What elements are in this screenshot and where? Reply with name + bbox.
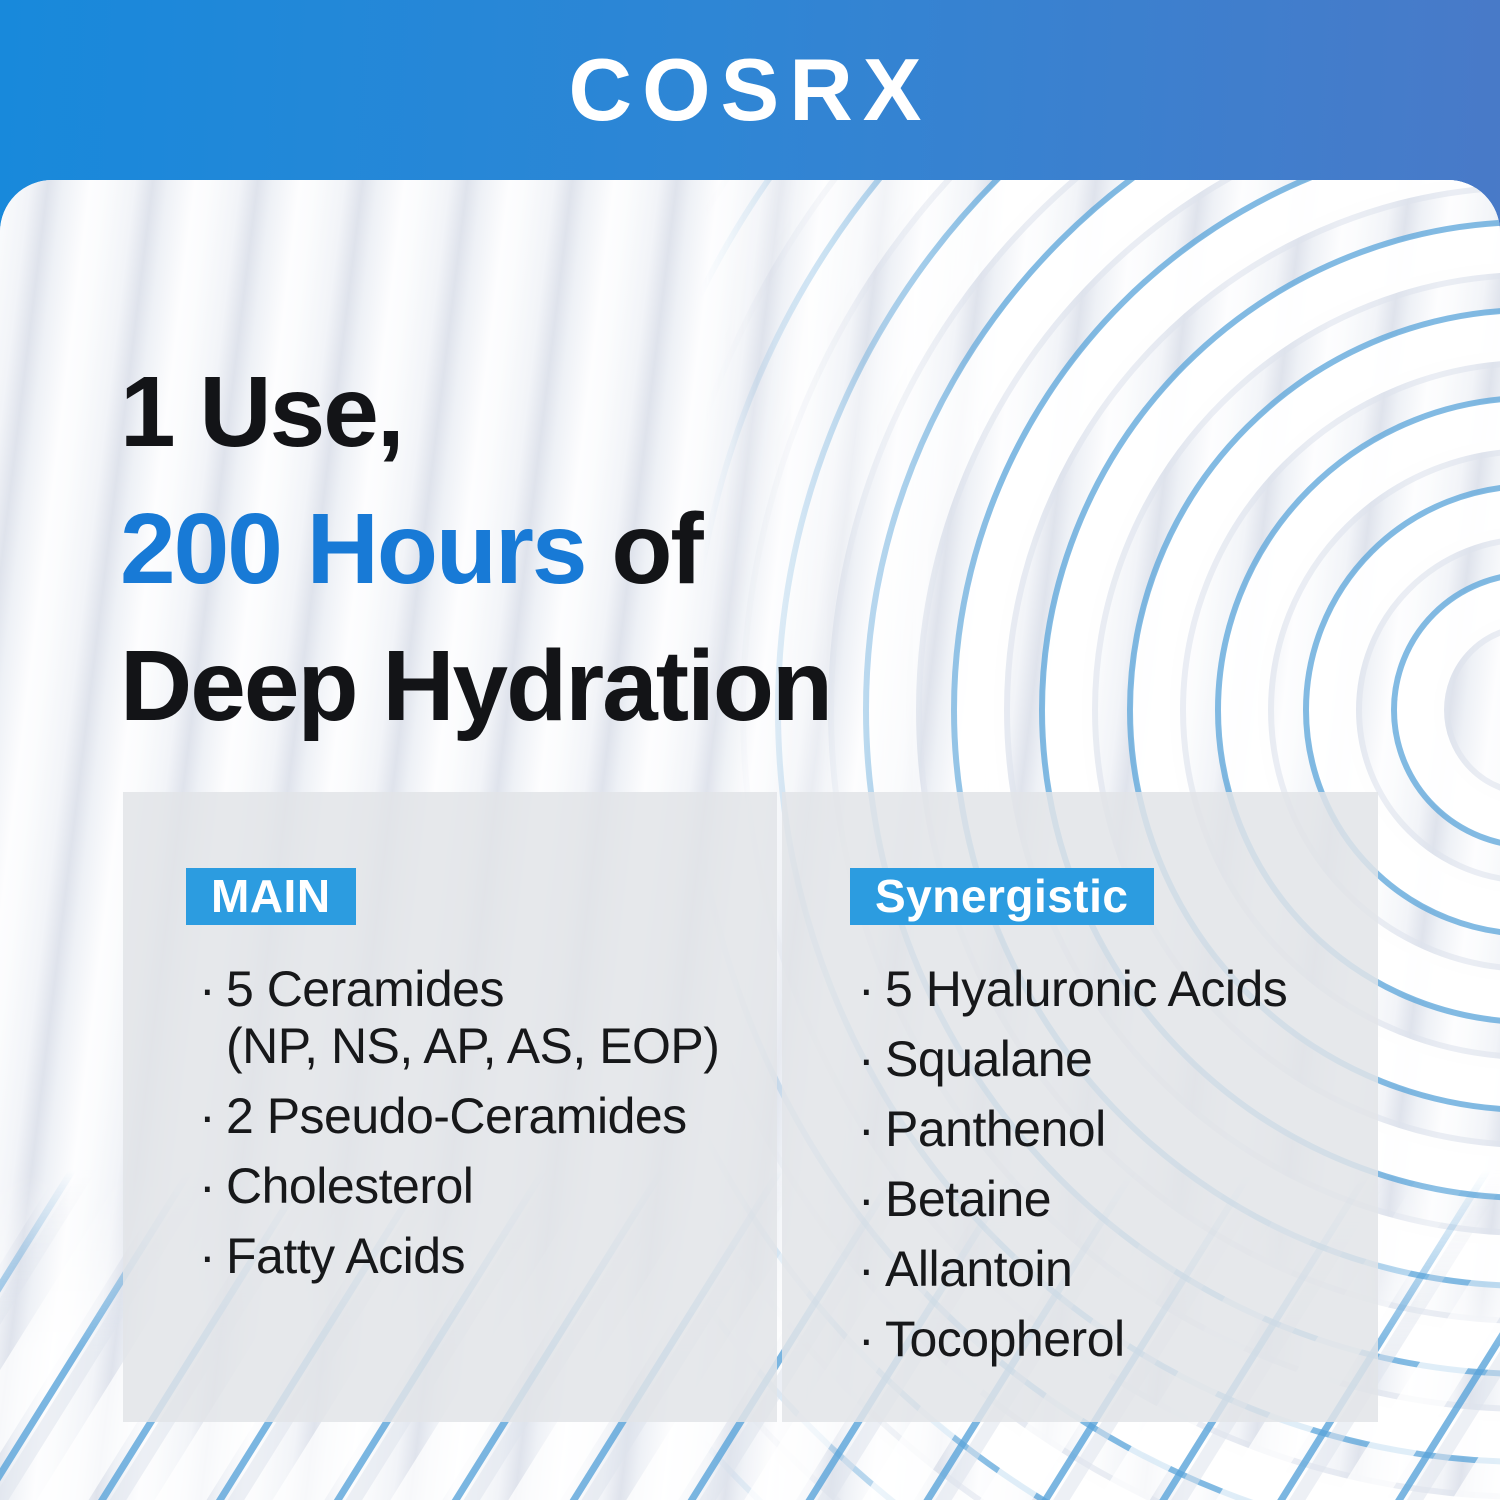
ingredient-subtext: (NP, NS, AP, AS, EOP) (226, 1018, 720, 1074)
ingredient-text: Panthenol (885, 1101, 1106, 1157)
synergistic-ingredients-list: · 5 Hyaluronic Acids · Squalane · Panthe… (782, 961, 1378, 1368)
bullet-dot: · (199, 1158, 216, 1214)
main-ingredients-list: · 5 Ceramides (NP, NS, AP, AS, EOP) · 2 P… (123, 961, 777, 1285)
bullet-dot: · (858, 1031, 875, 1087)
bullet-dot: · (858, 961, 875, 1017)
headline-line3: Deep Hydration (120, 630, 833, 742)
ingredient-item: · 5 Hyaluronic Acids (858, 961, 1378, 1018)
brand-header: COSRX (0, 0, 1500, 180)
cosrx-logo: COSRX (568, 40, 932, 139)
headline: 1 Use, 200 Hours of Deep Hydration (120, 344, 833, 755)
headline-line1: 1 Use, (120, 356, 405, 468)
ingredient-item: · 2 Pseudo-Ceramides (199, 1088, 777, 1145)
ingredient-text: Allantoin (885, 1241, 1073, 1297)
bullet-dot: · (858, 1311, 875, 1367)
ingredient-item: · Panthenol (858, 1101, 1378, 1158)
bullet-dot: · (199, 961, 216, 1017)
bullet-dot: · (858, 1241, 875, 1297)
bullet-dot: · (858, 1171, 875, 1227)
main-badge: MAIN (186, 868, 356, 925)
ingredient-item: · 5 Ceramides (NP, NS, AP, AS, EOP) (199, 961, 777, 1075)
ingredient-text: Fatty Acids (226, 1228, 466, 1284)
bullet-dot: · (858, 1101, 875, 1157)
ingredient-text: Squalane (885, 1031, 1093, 1087)
cream-swirl-texture (700, 180, 1500, 1500)
synergistic-badge: Synergistic (850, 868, 1154, 925)
ingredient-text: 2 Pseudo-Ceramides (226, 1088, 687, 1144)
ingredient-item: · Squalane (858, 1031, 1378, 1088)
bullet-dot: · (199, 1088, 216, 1144)
ingredient-item: · Tocopherol (858, 1311, 1378, 1368)
headline-line2-rest: of (585, 493, 703, 605)
ingredient-text: Tocopherol (885, 1311, 1125, 1367)
main-ingredients-panel: MAIN · 5 Ceramides (NP, NS, AP, AS, EOP) … (123, 792, 777, 1422)
ingredient-text: 5 Ceramides (226, 961, 504, 1017)
ingredient-item: · Allantoin (858, 1241, 1378, 1298)
headline-hours-highlight: 200 Hours (120, 493, 588, 605)
ingredient-text: 5 Hyaluronic Acids (885, 961, 1288, 1017)
bullet-dot: · (199, 1228, 216, 1284)
ingredient-text: Cholesterol (226, 1158, 474, 1214)
ingredient-item: · Betaine (858, 1171, 1378, 1228)
ingredient-item: · Fatty Acids (199, 1228, 777, 1285)
ingredient-text: Betaine (885, 1171, 1052, 1227)
content-card: 1 Use, 200 Hours of Deep Hydration MAIN … (0, 180, 1500, 1500)
synergistic-ingredients-panel: Synergistic · 5 Hyaluronic Acids · Squal… (782, 792, 1378, 1422)
ingredient-item: · Cholesterol (199, 1158, 777, 1215)
